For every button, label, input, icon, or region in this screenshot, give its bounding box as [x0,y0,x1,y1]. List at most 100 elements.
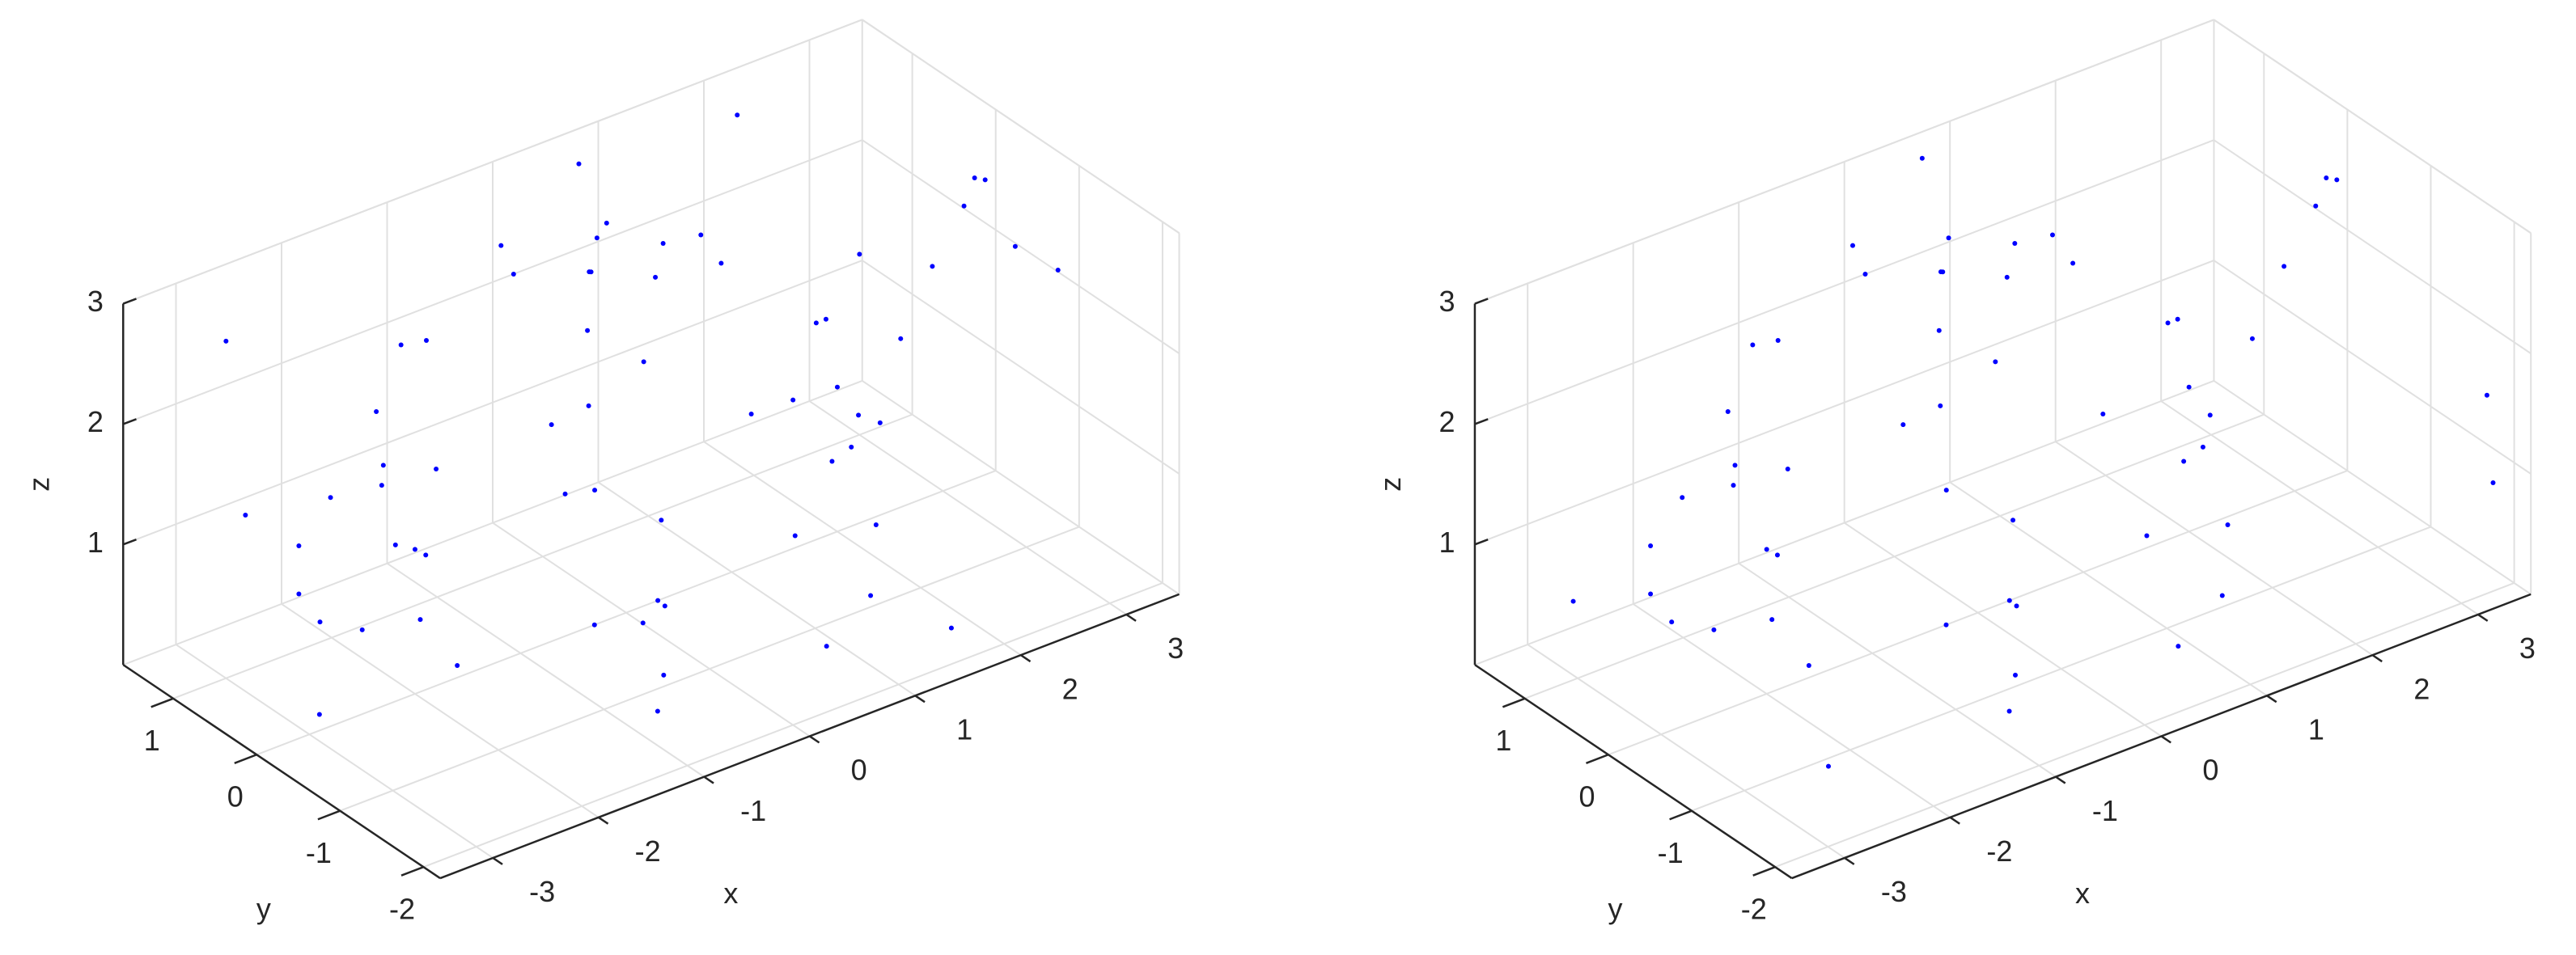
z-axis-label: z [22,477,55,492]
x-tick [809,735,820,744]
point [1938,269,1943,275]
point [380,463,386,468]
point [2186,384,2192,390]
grid-line [703,441,1022,656]
point [2219,593,2225,598]
point [661,672,667,678]
point [594,235,600,241]
grid-line [1844,522,2163,737]
grid-line [1608,470,2348,756]
x-tick-label: 2 [1062,672,1078,705]
y-tick-label: 0 [227,780,244,813]
point [591,622,597,628]
point [417,617,423,623]
chart-panel: -3 -2 -1 0 1 2 3 -2 -1 0 1 1 2 3 x y z [22,19,1184,925]
grid-line [492,522,811,737]
grid-line [1527,644,1845,859]
y-tick-label: 1 [144,724,160,757]
y-axis-label: y [1608,892,1623,925]
point [2006,708,2012,714]
point [2070,260,2076,266]
point [2324,175,2329,180]
point [857,251,862,257]
point [1648,591,1654,597]
x-tick [2371,654,2383,663]
point [1769,617,1775,623]
point [2014,603,2019,609]
x-tick [703,775,714,784]
grid-line [281,603,600,818]
y-tick [1752,865,1776,877]
box-edge [122,19,863,305]
point [2049,232,2055,238]
point [1732,463,1738,468]
x-tick-label: -2 [635,835,661,868]
x-axis-label: x [2075,877,2090,910]
point [1764,547,1769,552]
point [898,336,904,341]
grid-line [2160,400,2479,615]
x-tick-label: 0 [2202,754,2218,787]
grid-line [423,582,1163,868]
point [1711,627,1717,632]
grid-line [172,413,913,699]
point [1862,272,1868,277]
grid-line [175,644,494,859]
point [1570,598,1576,604]
chart-panel: -3 -2 -1 0 1 2 3 -2 -1 0 1 1 2 3 x y z [1374,19,2536,925]
point [1648,543,1654,549]
x-tick-label: 3 [1167,632,1184,665]
z-tick-label: 3 [1439,285,1455,318]
x-tick [2266,695,2277,704]
point [2004,274,2010,280]
y-tick-label: 0 [1578,780,1595,813]
point [2012,240,2018,246]
y-tick [1502,697,1526,708]
point [1850,243,1856,248]
point [1012,243,1018,249]
point [316,712,322,717]
x-tick-label: 3 [2519,632,2536,665]
point [296,591,302,597]
z-tick [1474,418,1489,425]
box-edge [862,380,1180,595]
point [587,269,592,275]
x-tick [2055,775,2066,784]
point [2175,316,2180,322]
point [2181,458,2187,464]
point [823,316,828,322]
z-tick [122,418,137,425]
point [423,552,429,558]
point [1993,359,1998,365]
y-axis-label: y [256,892,271,925]
z-tick-label: 1 [87,526,104,559]
z-tick [1474,298,1489,305]
z-tick [122,298,137,305]
point [2282,264,2287,269]
point [698,232,704,238]
point [2100,412,2106,417]
point [660,240,666,246]
point [511,272,516,277]
point [856,412,862,418]
grid-line [122,139,863,425]
point [398,342,404,348]
box-edge [2213,380,2532,595]
point [1943,488,1949,493]
y-tick [150,697,174,708]
point [562,491,568,497]
point [2313,203,2319,209]
point [1775,337,1781,343]
point [392,542,398,547]
z-tick-label: 2 [87,405,104,438]
y-tick-label: -1 [306,836,332,869]
point [877,420,883,425]
y-tick-label: 1 [1495,724,1511,757]
y-tick-label: -1 [1658,836,1684,869]
grid-line [1474,139,2214,425]
point [792,533,798,539]
point [2490,480,2496,486]
y-tick-label: -2 [389,892,415,925]
point [1731,483,1736,488]
